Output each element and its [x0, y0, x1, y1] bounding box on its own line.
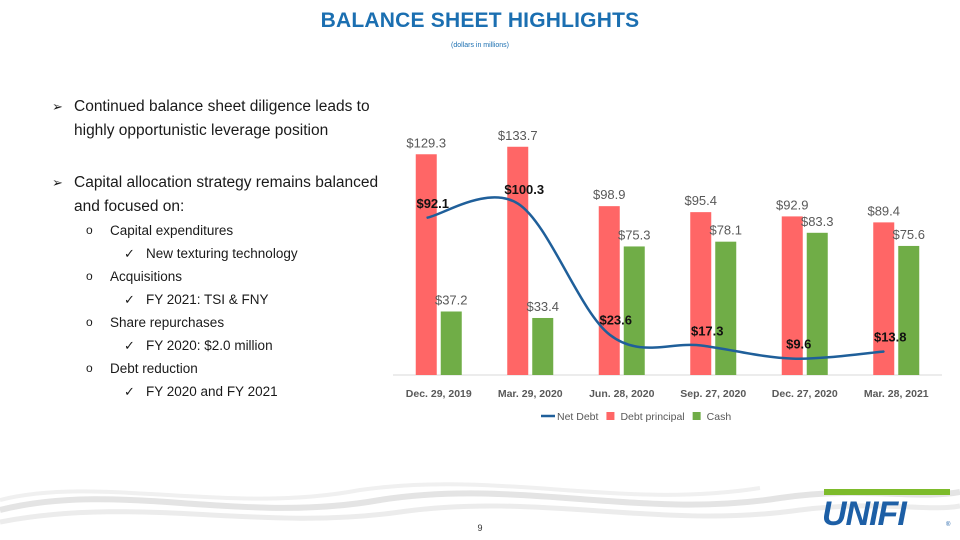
- bullet-list: ➢ Continued balance sheet diligence lead…: [52, 95, 382, 403]
- arrow-bullet-icon: ➢: [52, 99, 63, 114]
- debt-data-label: $129.3: [406, 135, 446, 150]
- legend-label: Debt principal: [620, 411, 684, 423]
- check-text: FY 2020 and FY 2021: [146, 384, 278, 399]
- net-debt-point: [517, 203, 519, 205]
- check-item: ✓ FY 2021: TSI & FNY: [52, 288, 382, 311]
- check-icon: ✓: [124, 338, 135, 353]
- net-debt-point: [609, 334, 611, 336]
- sub-bullet-item: o Capital expenditures: [52, 219, 382, 242]
- sub-bullet-item: o Share repurchases: [52, 311, 382, 334]
- x-tick-label: Mar. 29, 2020: [498, 388, 563, 400]
- check-text: FY 2021: TSI & FNY: [146, 292, 269, 307]
- check-text: New texturing technology: [146, 246, 298, 261]
- net-debt-line: [426, 196, 885, 360]
- debt-data-label: $95.4: [684, 193, 717, 208]
- net-debt-point: [883, 350, 885, 352]
- bullet-item: ➢ Capital allocation strategy remains ba…: [52, 171, 382, 219]
- x-tick-label: Dec. 27, 2020: [772, 388, 838, 400]
- sub-bullet-text: Acquisitions: [110, 269, 183, 284]
- cash-bar: [898, 245, 920, 375]
- net-debt-data-label: $13.8: [874, 329, 907, 344]
- x-tick-label: Mar. 28, 2021: [864, 388, 929, 400]
- bullet-text: Capital allocation strategy remains bala…: [74, 174, 379, 215]
- sub-bullet-text: Debt reduction: [110, 361, 198, 376]
- net-debt-point: [700, 344, 702, 346]
- sub-bullet-item: o Acquisitions: [52, 265, 382, 288]
- net-debt-data-label: $100.3: [504, 182, 544, 197]
- debt-bar: [781, 216, 803, 375]
- net-debt-data-label: $23.6: [599, 313, 632, 328]
- legend-swatch: [606, 412, 615, 420]
- debt-data-label: $98.9: [593, 187, 626, 202]
- debt-bar: [873, 222, 895, 375]
- net-debt-point: [792, 358, 794, 360]
- debt-data-label: $89.4: [867, 203, 900, 218]
- debt-bar: [415, 154, 437, 375]
- unifi-logo: UNIFI ®: [822, 489, 951, 530]
- legend-label: Net Debt: [557, 411, 599, 423]
- legend-swatch: [692, 412, 701, 420]
- check-text: FY 2020: $2.0 million: [146, 338, 273, 353]
- net-debt-point: [426, 217, 428, 219]
- debt-bar: [598, 206, 620, 375]
- bullet-item: ➢ Continued balance sheet diligence lead…: [52, 95, 382, 143]
- page-subtitle: (dollars in millions): [451, 42, 509, 49]
- check-item: ✓ New texturing technology: [52, 242, 382, 265]
- cash-data-label: $83.3: [801, 214, 834, 229]
- check-icon: ✓: [124, 292, 135, 307]
- x-tick-label: Jun. 28, 2020: [589, 388, 655, 400]
- cash-data-label: $78.1: [709, 223, 742, 238]
- check-icon: ✓: [124, 384, 135, 399]
- check-item: ✓ FY 2020 and FY 2021: [52, 380, 382, 403]
- legend-label: Cash: [707, 411, 732, 423]
- cash-data-label: $37.2: [435, 292, 468, 307]
- logo-text: UNIFI: [822, 495, 908, 530]
- circle-bullet-icon: o: [86, 223, 93, 237]
- cash-data-label: $33.4: [526, 299, 559, 314]
- circle-bullet-icon: o: [86, 315, 93, 329]
- x-tick-label: Sep. 27, 2020: [680, 388, 746, 400]
- bullet-text: Continued balance sheet diligence leads …: [74, 98, 370, 139]
- debt-data-label: $92.9: [776, 197, 809, 212]
- page-number: 9: [477, 523, 483, 533]
- net-debt-data-label: $92.1: [416, 196, 449, 211]
- cash-bar: [532, 317, 554, 375]
- cash-data-label: $75.3: [618, 227, 651, 242]
- cash-bar: [623, 246, 645, 375]
- check-item: ✓ FY 2020: $2.0 million: [52, 334, 382, 357]
- circle-bullet-icon: o: [86, 269, 93, 283]
- logo-mark: ®: [946, 521, 951, 528]
- sub-bullet-text: Capital expenditures: [110, 223, 234, 238]
- cash-bar: [806, 232, 828, 375]
- page-title: BALANCE SHEET HIGHLIGHTS: [320, 9, 640, 32]
- net-debt-data-label: $9.6: [786, 337, 811, 352]
- debt-bar: [507, 146, 529, 375]
- cash-bar: [440, 311, 462, 375]
- x-tick-label: Dec. 29, 2019: [406, 388, 472, 400]
- debt-data-label: $133.7: [498, 128, 538, 143]
- sub-bullet-text: Share repurchases: [110, 315, 225, 330]
- net-debt-data-label: $17.3: [691, 323, 724, 338]
- cash-data-label: $75.6: [892, 227, 925, 242]
- debt-bar: [690, 212, 712, 375]
- arrow-bullet-icon: ➢: [52, 175, 63, 190]
- check-icon: ✓: [124, 246, 135, 261]
- circle-bullet-icon: o: [86, 361, 93, 375]
- cash-bar: [715, 241, 737, 375]
- sub-bullet-item: o Debt reduction: [52, 357, 382, 380]
